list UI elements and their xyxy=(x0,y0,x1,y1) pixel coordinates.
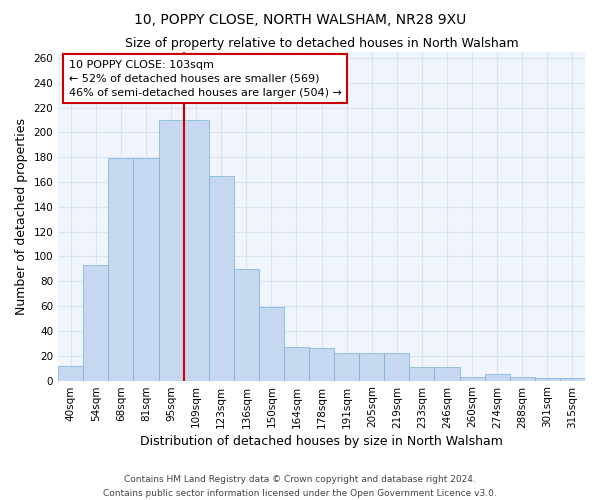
Bar xyxy=(259,308,284,380)
Bar xyxy=(535,378,560,380)
Bar xyxy=(485,374,510,380)
Bar xyxy=(560,378,585,380)
Bar xyxy=(83,265,109,380)
Bar xyxy=(460,377,485,380)
Bar xyxy=(209,176,234,380)
Bar xyxy=(334,354,359,380)
Bar xyxy=(158,120,184,380)
Bar xyxy=(359,354,385,380)
Text: Contains HM Land Registry data © Crown copyright and database right 2024.
Contai: Contains HM Land Registry data © Crown c… xyxy=(103,476,497,498)
Text: 10, POPPY CLOSE, NORTH WALSHAM, NR28 9XU: 10, POPPY CLOSE, NORTH WALSHAM, NR28 9XU xyxy=(134,12,466,26)
Y-axis label: Number of detached properties: Number of detached properties xyxy=(15,118,28,314)
X-axis label: Distribution of detached houses by size in North Walsham: Distribution of detached houses by size … xyxy=(140,434,503,448)
Bar xyxy=(309,348,334,380)
Bar xyxy=(385,354,409,380)
Bar xyxy=(58,366,83,380)
Title: Size of property relative to detached houses in North Walsham: Size of property relative to detached ho… xyxy=(125,38,518,51)
Bar xyxy=(434,367,460,380)
Bar xyxy=(184,120,209,380)
Bar xyxy=(234,269,259,380)
Bar xyxy=(284,347,309,380)
Bar xyxy=(133,158,158,380)
Bar xyxy=(409,367,434,380)
Text: 10 POPPY CLOSE: 103sqm
← 52% of detached houses are smaller (569)
46% of semi-de: 10 POPPY CLOSE: 103sqm ← 52% of detached… xyxy=(69,60,341,98)
Bar xyxy=(510,377,535,380)
Bar xyxy=(109,158,133,380)
